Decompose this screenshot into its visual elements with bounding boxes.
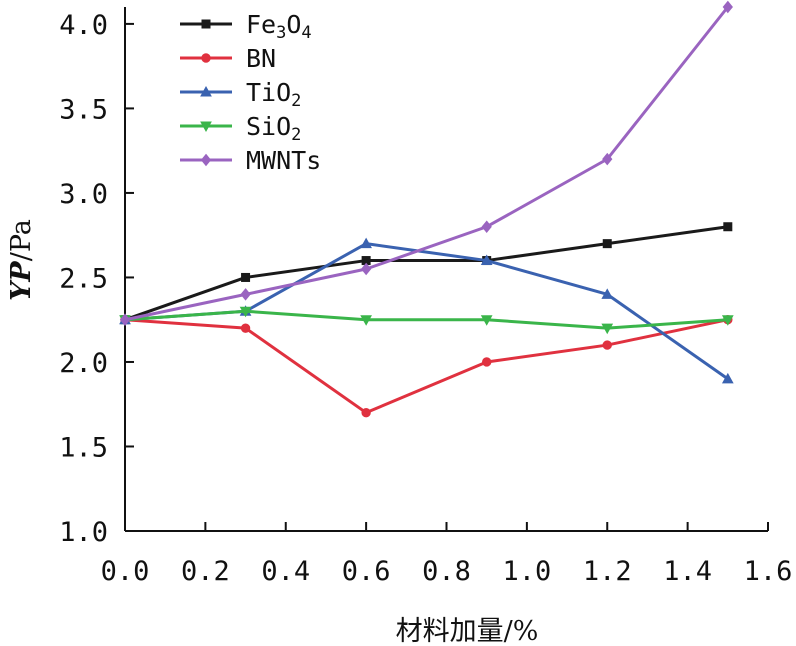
series-sio2 xyxy=(119,306,734,335)
series-line xyxy=(124,309,728,330)
legend-label: BN xyxy=(246,44,276,73)
series-line xyxy=(124,225,729,322)
legend-marker xyxy=(201,19,211,29)
legend-marker xyxy=(200,85,212,97)
x-tick-label: 1.6 xyxy=(744,556,793,587)
y-axis-title-unit: /Pa xyxy=(6,219,37,261)
y-tick-label: 3.0 xyxy=(59,179,108,210)
data-point xyxy=(240,288,251,301)
legend-label: SiO2 xyxy=(246,112,301,145)
legend-label: MWNTs xyxy=(246,146,321,175)
data-point xyxy=(239,306,252,318)
series-fe3o4 xyxy=(120,222,733,325)
y-axis-title-main: YP xyxy=(6,261,37,301)
series-line xyxy=(124,242,729,381)
data-point xyxy=(119,313,131,326)
data-point xyxy=(601,288,614,299)
series-layer xyxy=(119,0,734,418)
y-tick-label: 1.0 xyxy=(59,517,108,548)
series-mwnts xyxy=(119,0,733,326)
data-point xyxy=(602,152,613,166)
data-point xyxy=(241,272,251,282)
x-tick-label: 0.0 xyxy=(101,556,150,587)
y-tick-label: 4.0 xyxy=(59,10,108,41)
x-tick-label: 0.6 xyxy=(342,556,391,587)
legend-entry-bn: BN xyxy=(180,44,276,73)
data-point xyxy=(361,407,371,418)
x-tick-label: 1.0 xyxy=(502,556,551,587)
data-point xyxy=(480,315,493,326)
legend-entry-mwnts: MWNTs xyxy=(180,146,321,175)
data-point xyxy=(721,315,734,326)
x-tick-label: 0.8 xyxy=(422,556,471,587)
axes: 0.0 0.2 0.4 0.6 0.8 1.0 1.2 1.4 1.6 1.0 1.5 2.0 2.5 3… xyxy=(59,7,792,587)
y-tick-label: 3.5 xyxy=(59,94,108,125)
data-point xyxy=(723,222,733,232)
y-tick-label: 2.5 xyxy=(59,263,108,294)
x-axis-title: 材料加量/% xyxy=(396,616,539,646)
data-point xyxy=(602,239,612,249)
x-tick-label: 0.4 xyxy=(261,556,310,587)
legend-entry-tio2: TiO2 xyxy=(180,78,301,111)
legend-label: Fe3O4 xyxy=(246,10,312,43)
legend-entry-fe3o4: Fe3O4 xyxy=(180,10,312,43)
y-tick-label: 2.0 xyxy=(59,348,108,379)
legend-marker xyxy=(200,153,212,167)
data-point xyxy=(240,323,251,333)
y-axis-title: YP/Pa xyxy=(6,219,37,301)
x-tick-label: 0.2 xyxy=(181,556,230,587)
data-point xyxy=(601,323,614,335)
series-line xyxy=(124,318,729,415)
legend-marker xyxy=(200,121,212,133)
data-point xyxy=(602,340,612,350)
data-point xyxy=(721,372,734,384)
data-point xyxy=(480,254,493,266)
y-tick-label: 1.5 xyxy=(59,432,108,463)
data-point xyxy=(481,220,492,234)
data-point xyxy=(481,357,492,367)
data-point xyxy=(722,0,733,14)
legend-entry-sio2: SiO2 xyxy=(180,112,301,145)
legend-label: TiO2 xyxy=(246,78,301,111)
legend-marker xyxy=(201,53,211,63)
data-point xyxy=(360,262,372,276)
series-line xyxy=(124,6,729,322)
data-point xyxy=(360,315,372,326)
series-bn xyxy=(120,315,733,418)
x-tick-label: 1.2 xyxy=(583,556,632,587)
x-tick-label: 1.4 xyxy=(663,556,712,587)
data-point xyxy=(360,237,372,249)
